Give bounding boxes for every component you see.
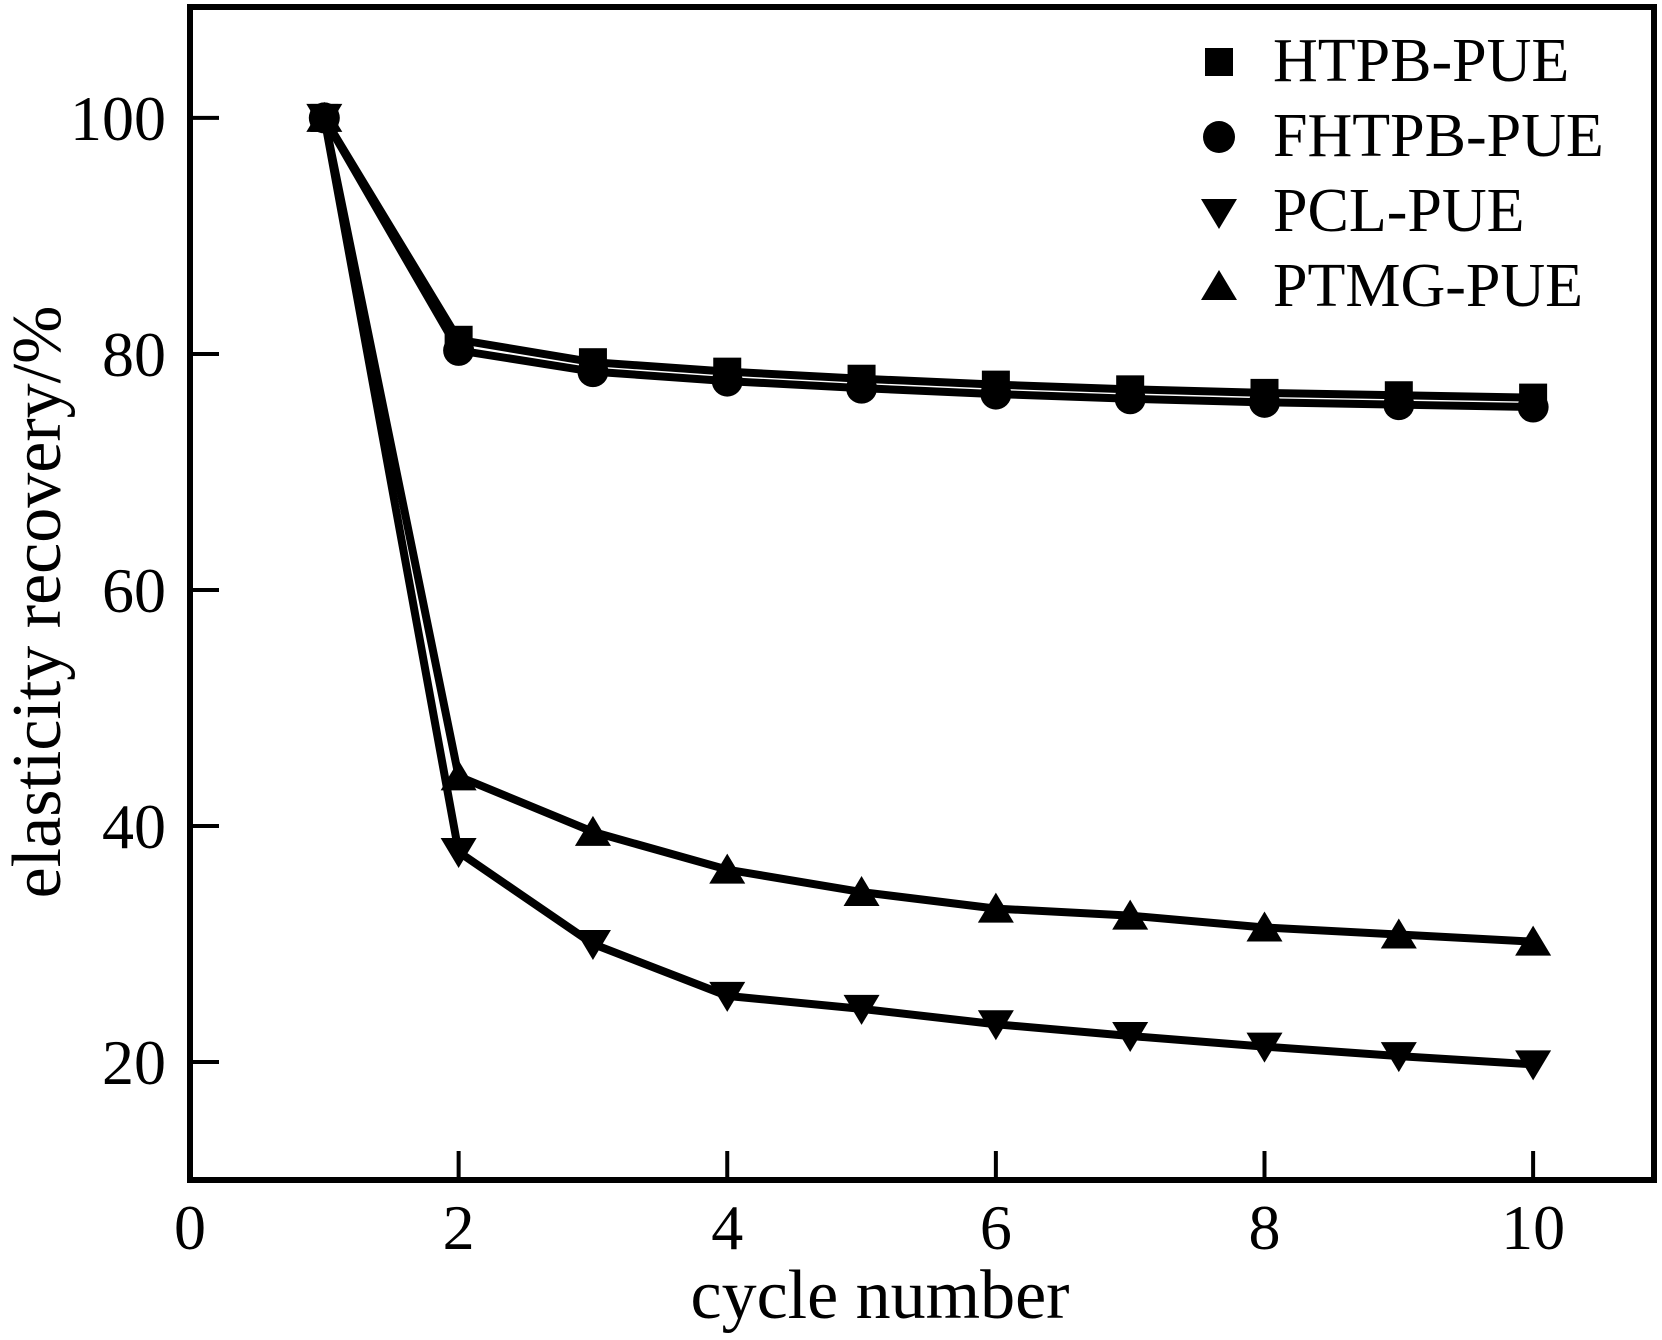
x-tick-label: 6 xyxy=(980,1192,1012,1263)
circle-marker-icon xyxy=(1197,117,1241,157)
marker-triangle-up xyxy=(709,853,746,884)
triangle-down-marker-icon xyxy=(1197,192,1241,232)
y-tick-label: 40 xyxy=(102,791,166,862)
triangle-up-marker-icon xyxy=(1197,267,1241,307)
y-tick-label: 80 xyxy=(102,319,166,390)
x-axis-title: cycle number xyxy=(690,1257,1070,1334)
x-tick-label: 8 xyxy=(1248,1192,1280,1263)
marker-circle xyxy=(1383,389,1415,421)
x-tick-label: 2 xyxy=(443,1192,475,1263)
square-marker-icon xyxy=(1197,42,1241,82)
marker-circle xyxy=(846,372,878,404)
legend-label: PCL-PUE xyxy=(1273,177,1525,245)
y-tick-label: 100 xyxy=(70,83,166,154)
marker-circle xyxy=(443,334,475,366)
marker-triangle-up xyxy=(1380,918,1417,949)
y-axis-title: elasticity recovery/% xyxy=(0,305,76,899)
marker-triangle-down xyxy=(709,981,746,1012)
legend-label: PTMG-PUE xyxy=(1273,252,1584,320)
x-tick-label: 4 xyxy=(711,1192,743,1263)
plot-frame xyxy=(187,4,1657,1183)
marker-triangle-down xyxy=(1515,1050,1552,1081)
marker-triangle-down xyxy=(440,837,477,868)
marker-triangle-up xyxy=(306,101,343,132)
series-line-PCL-PUE xyxy=(320,117,1534,1069)
marker-triangle-up xyxy=(1246,911,1283,942)
marker-circle xyxy=(1114,383,1146,415)
marker-circle xyxy=(1517,391,1549,423)
x-tick-label: 0 xyxy=(174,1192,206,1263)
marker-triangle-down xyxy=(1246,1032,1283,1063)
marker-triangle-down xyxy=(1112,1022,1149,1053)
legend-label: FHTPB-PUE xyxy=(1273,102,1604,170)
legend-label: HTPB-PUE xyxy=(1273,27,1570,95)
marker-triangle-up xyxy=(977,892,1014,923)
y-tick-label: 60 xyxy=(102,555,166,626)
marker-triangle-up xyxy=(440,760,477,791)
legend-item: FHTPB-PUE xyxy=(1197,99,1604,174)
marker-triangle-down xyxy=(843,994,880,1025)
series-line-HTPB-PUE xyxy=(320,115,1534,402)
y-tick-label: 20 xyxy=(102,1027,166,1098)
x-tick-label: 10 xyxy=(1501,1192,1565,1263)
marker-triangle-up xyxy=(1515,925,1552,956)
marker-circle xyxy=(577,356,609,388)
marker-triangle-down xyxy=(574,929,611,960)
series-line-PTMG-PUE xyxy=(320,117,1534,946)
legend-item: PTMG-PUE xyxy=(1197,249,1604,324)
legend: HTPB-PUE FHTPB-PUE PCL-PUE PTMG-PUE xyxy=(1197,24,1604,324)
marker-triangle-down xyxy=(1380,1042,1417,1073)
marker-circle xyxy=(1248,386,1280,418)
marker-triangle-up xyxy=(1112,899,1149,930)
marker-circle xyxy=(980,378,1012,410)
marker-circle xyxy=(711,365,743,397)
marker-triangle-up xyxy=(574,815,611,846)
legend-item: HTPB-PUE xyxy=(1197,24,1604,99)
marker-triangle-down xyxy=(977,1010,1014,1041)
marker-triangle-up xyxy=(843,876,880,907)
series-line-FHTPB-PUE xyxy=(320,115,1534,412)
legend-item: PCL-PUE xyxy=(1197,174,1604,249)
